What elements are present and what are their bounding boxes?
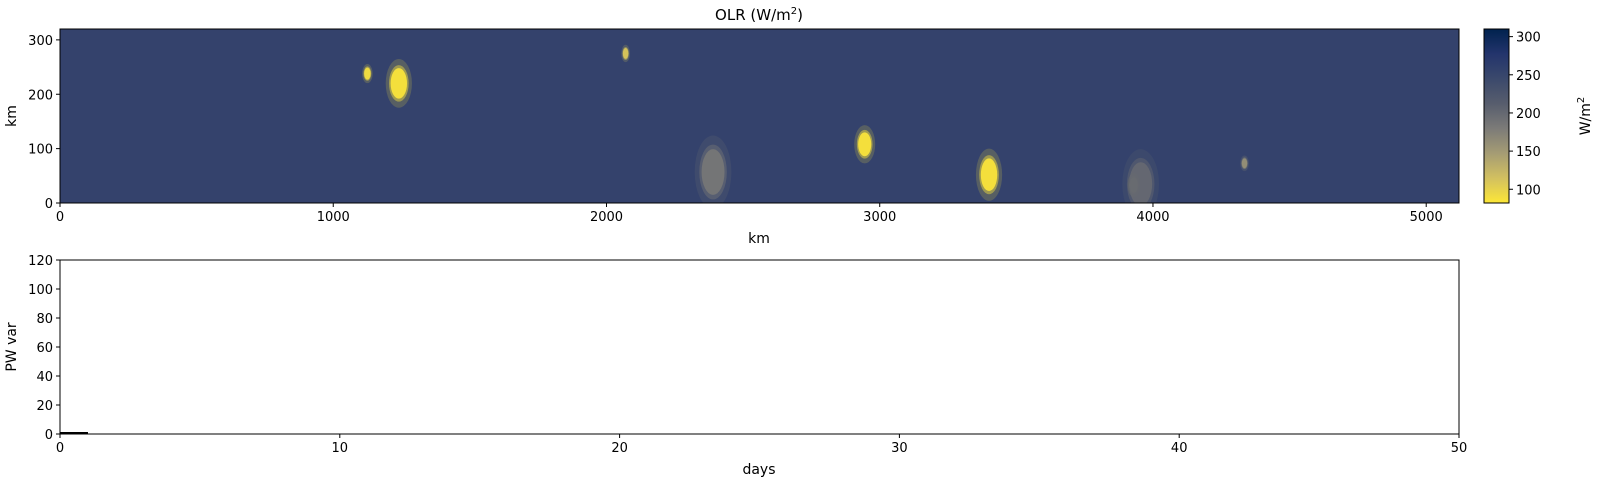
- olr-y-tick-label: 0: [45, 197, 53, 212]
- olr-x-axis-label: km: [748, 231, 770, 247]
- olr-feature: [1240, 155, 1249, 172]
- pw-x-tick-label: 50: [1451, 441, 1468, 456]
- pw-axes-frame: [59, 259, 1460, 435]
- pw-y-tick-label: 20: [36, 399, 53, 414]
- pw-panel: 0 10 20 30 40 50 0 20 40 60 80 100 120 days PW var: [4, 254, 1467, 478]
- olr-feature: [362, 64, 373, 84]
- olr-feature: [694, 135, 732, 203]
- colorbar-tick-label: 250: [1516, 69, 1541, 84]
- olr-feature: [621, 44, 630, 63]
- pw-y-tick-label: 120: [28, 254, 53, 269]
- olr-x-tick-label: 2000: [590, 210, 623, 225]
- olr-feature: [1122, 149, 1160, 203]
- olr-axes-frame: [59, 28, 1460, 204]
- pw-x-ticks: 0 10 20 30 40 50: [56, 434, 1467, 456]
- colorbar-tick-label: 100: [1516, 183, 1541, 198]
- pw-x-tick-label: 20: [611, 441, 628, 456]
- olr-x-tick-label: 4000: [1136, 210, 1169, 225]
- pw-x-tick-label: 10: [332, 441, 349, 456]
- colorbar-tick-label: 150: [1516, 145, 1541, 160]
- colorbar-gradient: [1483, 28, 1510, 204]
- colorbar-tick-label: 300: [1516, 31, 1541, 46]
- pw-x-tick-label: 30: [891, 441, 908, 456]
- olr-feature: [385, 59, 412, 108]
- olr-x-tick-label: 0: [56, 210, 64, 225]
- olr-features: [362, 44, 1249, 203]
- pw-x-tick-label: 0: [56, 441, 64, 456]
- pw-y-axis-label: PW var: [4, 322, 20, 372]
- olr-feature: [854, 125, 876, 164]
- olr-heatmap-background: [60, 29, 1459, 203]
- colorbar-label: W/m2: [1576, 97, 1594, 136]
- pw-y-ticks: 0 20 40 60 80 100 120: [28, 254, 60, 443]
- pw-y-tick-label: 40: [36, 370, 53, 385]
- olr-x-ticks: 0 1000 2000 3000 4000 5000: [56, 203, 1443, 225]
- colorbar-ticks: 100 150 200 250 300: [1509, 31, 1541, 198]
- olr-feature: [975, 148, 1003, 201]
- pw-y-tick-label: 0: [45, 428, 53, 443]
- olr-y-tick-label: 100: [28, 143, 53, 158]
- olr-y-tick-label: 300: [28, 34, 53, 49]
- pw-y-tick-label: 60: [36, 341, 53, 356]
- colorbar: 100 150 200 250 300 W/m2: [1483, 28, 1594, 204]
- pw-y-tick-label: 80: [36, 312, 53, 327]
- olr-x-tick-label: 5000: [1410, 210, 1443, 225]
- olr-y-axis-label: km: [4, 105, 20, 127]
- olr-panel: OLR (W/m2) 0 1000 2000 3000 4000 5000 0 100 200…: [4, 6, 1460, 247]
- pw-x-axis-label: days: [742, 462, 775, 478]
- olr-x-tick-label: 1000: [317, 210, 350, 225]
- pw-x-tick-label: 40: [1171, 441, 1188, 456]
- olr-y-ticks: 0 100 200 300: [28, 34, 60, 212]
- pw-y-tick-label: 100: [28, 283, 53, 298]
- olr-x-tick-label: 3000: [863, 210, 896, 225]
- olr-title: OLR (W/m2): [715, 6, 803, 24]
- colorbar-tick-label: 200: [1516, 107, 1541, 122]
- olr-y-tick-label: 200: [28, 88, 53, 103]
